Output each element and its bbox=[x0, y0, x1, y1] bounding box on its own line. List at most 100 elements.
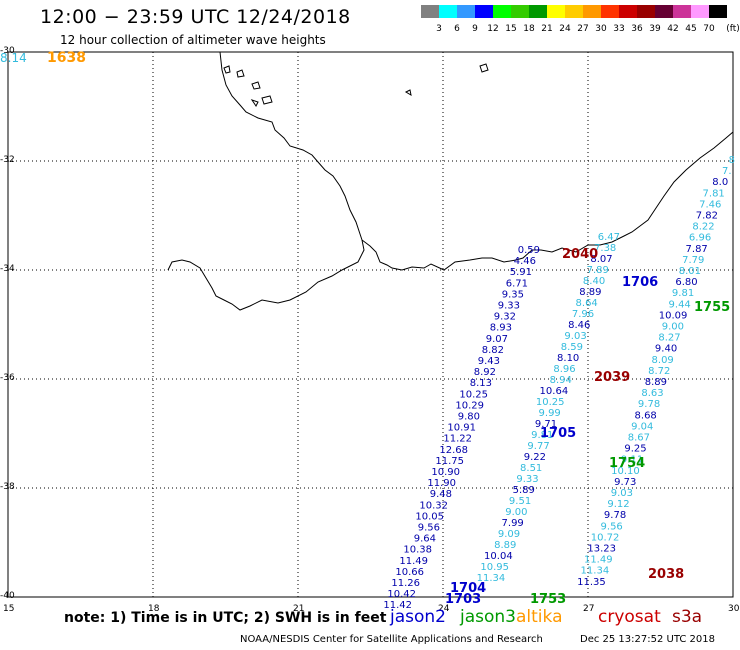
scale-label: 36 bbox=[631, 24, 643, 34]
swh-value: 6.80 bbox=[675, 277, 697, 288]
swh-value: 9.33 bbox=[498, 301, 520, 312]
scale-label: 12 bbox=[487, 24, 499, 34]
scale-label: 30 bbox=[595, 24, 607, 34]
swh-value: 9.51 bbox=[509, 496, 531, 507]
scale-swatch bbox=[619, 5, 637, 18]
corner-pass-label: 1638 bbox=[47, 50, 86, 66]
swh-value: 4.46 bbox=[514, 256, 536, 267]
scale-label: 18 bbox=[523, 24, 535, 34]
swh-value: 9.35 bbox=[502, 289, 524, 300]
scale-swatch bbox=[493, 5, 511, 18]
page-subtitle: 12 hour collection of altimeter wave hei… bbox=[60, 33, 326, 47]
swh-value: 7.79 bbox=[682, 255, 704, 266]
swh-value: 9.77 bbox=[527, 441, 549, 452]
lat-lon-grid bbox=[8, 52, 733, 597]
swh-value: 8.10 bbox=[557, 353, 579, 364]
swh-value: 8.96 bbox=[553, 364, 575, 375]
swh-value: 13.23 bbox=[587, 544, 616, 555]
scale-label: 24 bbox=[559, 24, 571, 34]
swh-value: 8.0 bbox=[712, 177, 728, 188]
swh-value: 8 bbox=[729, 155, 735, 166]
swh-value: 11.49 bbox=[584, 555, 613, 566]
swh-value: 8.46 bbox=[568, 320, 590, 331]
scale-label: 6 bbox=[454, 24, 460, 34]
swh-value: 10.04 bbox=[484, 551, 513, 562]
scale-swatch bbox=[475, 5, 493, 18]
lat-tick-label: -38 bbox=[0, 482, 15, 492]
swh-value: 12.68 bbox=[439, 445, 468, 456]
swh-value: 9.03 bbox=[611, 488, 633, 499]
pass-time-label: 1705 bbox=[540, 426, 576, 441]
swh-value: 8.94 bbox=[550, 375, 572, 386]
scale-unit: (ft) bbox=[726, 24, 740, 34]
swh-value: 9.78 bbox=[638, 399, 660, 410]
swh-value: 10.66 bbox=[395, 567, 424, 578]
islands bbox=[223, 63, 489, 107]
swh-value: 10.72 bbox=[591, 532, 620, 543]
swh-value: 11.22 bbox=[443, 434, 472, 445]
swh-value: 7.38 bbox=[594, 243, 616, 254]
scale-swatch bbox=[529, 5, 547, 18]
swh-value: 9.03 bbox=[564, 331, 586, 342]
swh-value: 8.51 bbox=[520, 463, 542, 474]
swh-value: 10.64 bbox=[540, 386, 569, 397]
lon-tick-label: 30 bbox=[728, 604, 740, 614]
lon-tick-label: 21 bbox=[293, 604, 305, 614]
swh-value: 8.01 bbox=[679, 266, 701, 277]
scale-swatch bbox=[457, 5, 475, 18]
swh-value: 9.56 bbox=[418, 523, 440, 534]
swh-value: 7.46 bbox=[699, 199, 721, 210]
scale-swatch bbox=[511, 5, 529, 18]
swh-value: 10.90 bbox=[431, 467, 460, 478]
scale-label: 45 bbox=[685, 24, 697, 34]
swh-value: 8.07 bbox=[590, 254, 612, 265]
swh-value: 8.64 bbox=[576, 298, 598, 309]
scale-swatch bbox=[601, 5, 619, 18]
swh-value: 9.78 bbox=[604, 510, 626, 521]
swh-value: 9.00 bbox=[505, 507, 527, 518]
swh-value: 8.09 bbox=[652, 355, 674, 366]
swh-value: 10.91 bbox=[447, 423, 476, 434]
swh-value: 9.40 bbox=[655, 344, 677, 355]
lon-tick-label: 18 bbox=[148, 604, 160, 614]
swh-value: 9.11 bbox=[621, 455, 643, 466]
scale-swatch bbox=[709, 5, 727, 18]
scale-swatch bbox=[547, 5, 565, 18]
scale-label: 70 bbox=[703, 24, 715, 34]
scale-label: 39 bbox=[649, 24, 661, 34]
swh-value: 7.82 bbox=[696, 211, 718, 222]
map-frame bbox=[7, 51, 734, 598]
swh-value: 8.72 bbox=[648, 366, 670, 377]
scale-swatch bbox=[421, 5, 439, 18]
scale-label: 3 bbox=[436, 24, 442, 34]
scale-label: 42 bbox=[667, 24, 679, 34]
scale-label: 9 bbox=[472, 24, 478, 34]
scale-swatch bbox=[583, 5, 601, 18]
legend-cryosat: cryosat bbox=[598, 607, 661, 627]
scale-swatch bbox=[673, 5, 691, 18]
swh-value: 9.56 bbox=[601, 521, 623, 532]
swh-value: 9.81 bbox=[531, 430, 553, 441]
swh-value: 10.42 bbox=[387, 589, 416, 600]
note-text: note: 1) Time is in UTC; 2) SWH is in fe… bbox=[64, 610, 387, 626]
lat-tick-label: -32 bbox=[0, 155, 15, 165]
pass-time-label: 1704 bbox=[450, 581, 486, 596]
swh-value: 6.71 bbox=[506, 278, 528, 289]
scale-swatch bbox=[565, 5, 583, 18]
lat-tick-label: -40 bbox=[0, 591, 15, 601]
swh-value: 5.89 bbox=[513, 485, 535, 496]
swh-value: 9.73 bbox=[614, 477, 636, 488]
swh-value: 10.38 bbox=[403, 545, 432, 556]
swh-value: 10.25 bbox=[536, 397, 565, 408]
swh-value: 9.09 bbox=[498, 529, 520, 540]
swh-value: 9.07 bbox=[486, 334, 508, 345]
swh-value: 10.10 bbox=[611, 466, 640, 477]
swh-value: 8.89 bbox=[579, 287, 601, 298]
lon-tick-label: 24 bbox=[438, 604, 450, 614]
swh-value: 9.04 bbox=[631, 421, 653, 432]
swh-value: 10.32 bbox=[419, 500, 448, 511]
swh-value: 6.96 bbox=[689, 233, 711, 244]
swh-value: 9.71 bbox=[535, 419, 557, 430]
pass-time-label: 2038 bbox=[648, 567, 684, 582]
